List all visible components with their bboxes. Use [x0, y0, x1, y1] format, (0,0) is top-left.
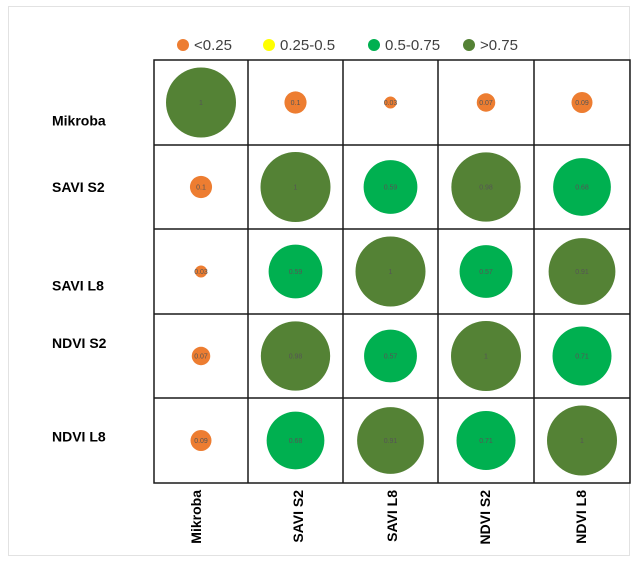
value-labels-layer: 1 0.1 0.03 0.07 0.09 0.1 1 0.59 0.98 0.68 0.03 0.59… — [194, 100, 589, 445]
row-label-savi-l8: SAVI L8 — [52, 278, 104, 294]
cell-savi-s2-savi-l8-circle — [363, 160, 418, 214]
cell-ndvi-l8-mikroba-circle — [190, 430, 212, 451]
column-labels: Mikroba SAVI S2 SAVI L8 NDVI S2 NDVI L8 — [188, 490, 589, 545]
cell-savi-s2-mikroba-value: 0.1 — [196, 185, 206, 192]
circles-layer — [166, 67, 617, 476]
cell-mikroba-mikroba-circle — [166, 67, 236, 138]
cell-ndvi-l8-ndvi-l8-circle — [547, 405, 617, 476]
legend-marker-gt-0-75 — [463, 39, 475, 51]
cell-ndvi-s2-ndvi-l8-value: 0.71 — [575, 354, 589, 361]
row-labels: Mikroba SAVI S2 SAVI L8 NDVI S2 NDVI L8 — [52, 113, 107, 445]
cell-savi-l8-savi-l8-circle — [355, 236, 426, 307]
cell-ndvi-l8-ndvi-s2-circle — [456, 411, 516, 470]
cell-savi-s2-ndvi-s2-value: 0.98 — [479, 185, 493, 192]
legend-marker-0-5-0-75 — [368, 39, 380, 51]
column-label-ndvi-l8: NDVI L8 — [573, 490, 589, 544]
cell-mikroba-mikroba-value: 1 — [199, 100, 203, 107]
cell-ndvi-s2-ndvi-l8-circle — [552, 326, 612, 386]
column-label-ndvi-s2: NDVI S2 — [477, 490, 493, 545]
cell-savi-s2-savi-s2-value: 1 — [294, 185, 298, 192]
cell-ndvi-s2-savi-s2-circle — [260, 321, 331, 391]
cell-ndvi-s2-ndvi-s2-circle — [451, 321, 521, 391]
cell-savi-s2-mikroba-circle — [189, 175, 213, 199]
cell-ndvi-s2-savi-s2-value: 0.98 — [289, 354, 303, 361]
row-label-ndvi-l8: NDVI L8 — [52, 429, 106, 445]
cell-savi-s2-ndvi-l8-circle — [553, 158, 611, 216]
cell-savi-l8-savi-s2-circle — [268, 244, 323, 299]
cell-ndvi-s2-mikroba-value: 0.07 — [194, 354, 208, 361]
cell-ndvi-l8-savi-l8-value: 0.91 — [384, 438, 398, 445]
row-label-ndvi-s2: NDVI S2 — [52, 335, 107, 351]
cell-savi-l8-ndvi-l8-circle — [548, 238, 616, 305]
legend-label-0-5-0-75: 0.5-0.75 — [385, 37, 440, 54]
cell-savi-l8-savi-l8-value: 1 — [389, 269, 393, 276]
grid-outline — [153, 59, 631, 484]
cell-savi-l8-savi-s2-value: 0.59 — [289, 269, 303, 276]
cell-savi-l8-ndvi-l8-value: 0.91 — [575, 269, 589, 276]
cell-savi-s2-savi-s2-circle — [260, 152, 331, 222]
cell-savi-l8-mikroba-value: 0.03 — [194, 269, 208, 276]
column-label-mikroba: Mikroba — [188, 490, 204, 544]
cell-ndvi-s2-savi-l8-circle — [364, 329, 417, 383]
cell-ndvi-s2-ndvi-s2-value: 1 — [484, 354, 488, 361]
cell-ndvi-s2-mikroba-circle — [191, 346, 211, 366]
cell-ndvi-l8-mikroba-value: 0.09 — [194, 438, 208, 445]
cell-savi-l8-mikroba-circle — [194, 265, 208, 278]
cell-ndvi-s2-savi-l8-value: 0.57 — [384, 354, 398, 361]
cell-savi-s2-ndvi-s2-circle — [451, 152, 521, 222]
cell-mikroba-savi-s2-circle — [284, 91, 307, 114]
cell-mikroba-savi-l8-circle — [384, 96, 397, 109]
legend-marker-0-25-0-5 — [263, 39, 275, 51]
cell-mikroba-ndvi-l8-circle — [571, 92, 593, 113]
cell-savi-s2-savi-l8-value: 0.59 — [384, 185, 398, 192]
cell-mikroba-ndvi-s2-value: 0.07 — [479, 100, 493, 107]
column-label-savi-l8: SAVI L8 — [384, 490, 400, 542]
cell-mikroba-ndvi-s2-circle — [476, 93, 496, 112]
cell-ndvi-l8-ndvi-l8-value: 1 — [580, 438, 584, 445]
column-label-savi-s2: SAVI S2 — [290, 490, 306, 543]
cell-mikroba-savi-l8-value: 0.03 — [384, 100, 398, 107]
grid — [153, 59, 631, 484]
cell-mikroba-ndvi-l8-value: 0.09 — [575, 100, 589, 107]
cell-savi-s2-ndvi-l8-value: 0.68 — [575, 185, 589, 192]
cell-savi-l8-ndvi-s2-circle — [459, 245, 513, 298]
row-label-mikroba: Mikroba — [52, 113, 106, 129]
cell-ndvi-l8-savi-l8-circle — [357, 407, 424, 474]
cell-savi-l8-ndvi-s2-value: 0.57 — [479, 269, 493, 276]
cell-ndvi-l8-ndvi-s2-value: 0.71 — [479, 438, 493, 445]
legend-label-gt-0-75: >0.75 — [480, 37, 518, 54]
legend: <0.25 0.25-0.5 0.5-0.75 >0.75 — [177, 37, 518, 54]
cell-mikroba-savi-s2-value: 0.1 — [291, 100, 301, 107]
legend-label-0-25-0-5: 0.25-0.5 — [280, 37, 335, 54]
legend-marker-lt-0-25 — [177, 39, 189, 51]
row-label-savi-s2: SAVI S2 — [52, 179, 105, 195]
cell-ndvi-l8-savi-s2-circle — [266, 411, 325, 470]
legend-label-lt-0-25: <0.25 — [194, 37, 232, 54]
cell-ndvi-l8-savi-s2-value: 0.68 — [289, 438, 303, 445]
